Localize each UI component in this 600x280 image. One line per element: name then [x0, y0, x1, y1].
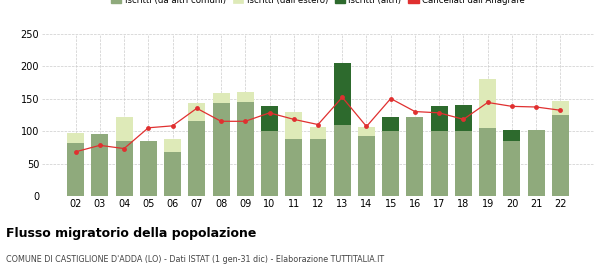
Bar — [527, 130, 545, 196]
Bar — [382, 117, 399, 131]
Bar — [67, 143, 84, 196]
Bar — [455, 131, 472, 196]
Bar — [237, 102, 254, 196]
Bar — [261, 106, 278, 131]
Bar — [334, 63, 351, 125]
Bar — [503, 141, 520, 196]
Text: COMUNE DI CASTIGLIONE D'ADDA (LO) - Dati ISTAT (1 gen-31 dic) - Elaborazione TUT: COMUNE DI CASTIGLIONE D'ADDA (LO) - Dati… — [6, 255, 384, 264]
Bar — [285, 139, 302, 196]
Bar — [552, 115, 569, 196]
Bar — [91, 134, 109, 196]
Bar — [406, 117, 424, 196]
Bar — [310, 139, 326, 196]
Bar — [285, 111, 302, 139]
Bar — [164, 152, 181, 196]
Bar — [431, 106, 448, 131]
Legend: Iscritti (da altri comuni), Iscritti (dall'estero), Iscritti (altri), Cancellati: Iscritti (da altri comuni), Iscritti (da… — [107, 0, 529, 8]
Bar — [237, 92, 254, 102]
Bar — [212, 93, 230, 103]
Bar — [358, 127, 375, 136]
Bar — [310, 127, 326, 139]
Bar — [67, 133, 84, 143]
Bar — [552, 101, 569, 115]
Bar — [212, 103, 230, 196]
Text: Flusso migratorio della popolazione: Flusso migratorio della popolazione — [6, 227, 256, 240]
Bar — [140, 141, 157, 196]
Bar — [164, 139, 181, 152]
Bar — [431, 131, 448, 196]
Bar — [479, 79, 496, 128]
Bar — [188, 103, 205, 121]
Bar — [334, 125, 351, 196]
Bar — [116, 117, 133, 141]
Bar — [382, 131, 399, 196]
Bar — [455, 105, 472, 131]
Bar — [188, 121, 205, 196]
Bar — [358, 136, 375, 196]
Bar — [479, 128, 496, 196]
Bar — [261, 131, 278, 196]
Bar — [503, 130, 520, 141]
Bar — [116, 141, 133, 196]
